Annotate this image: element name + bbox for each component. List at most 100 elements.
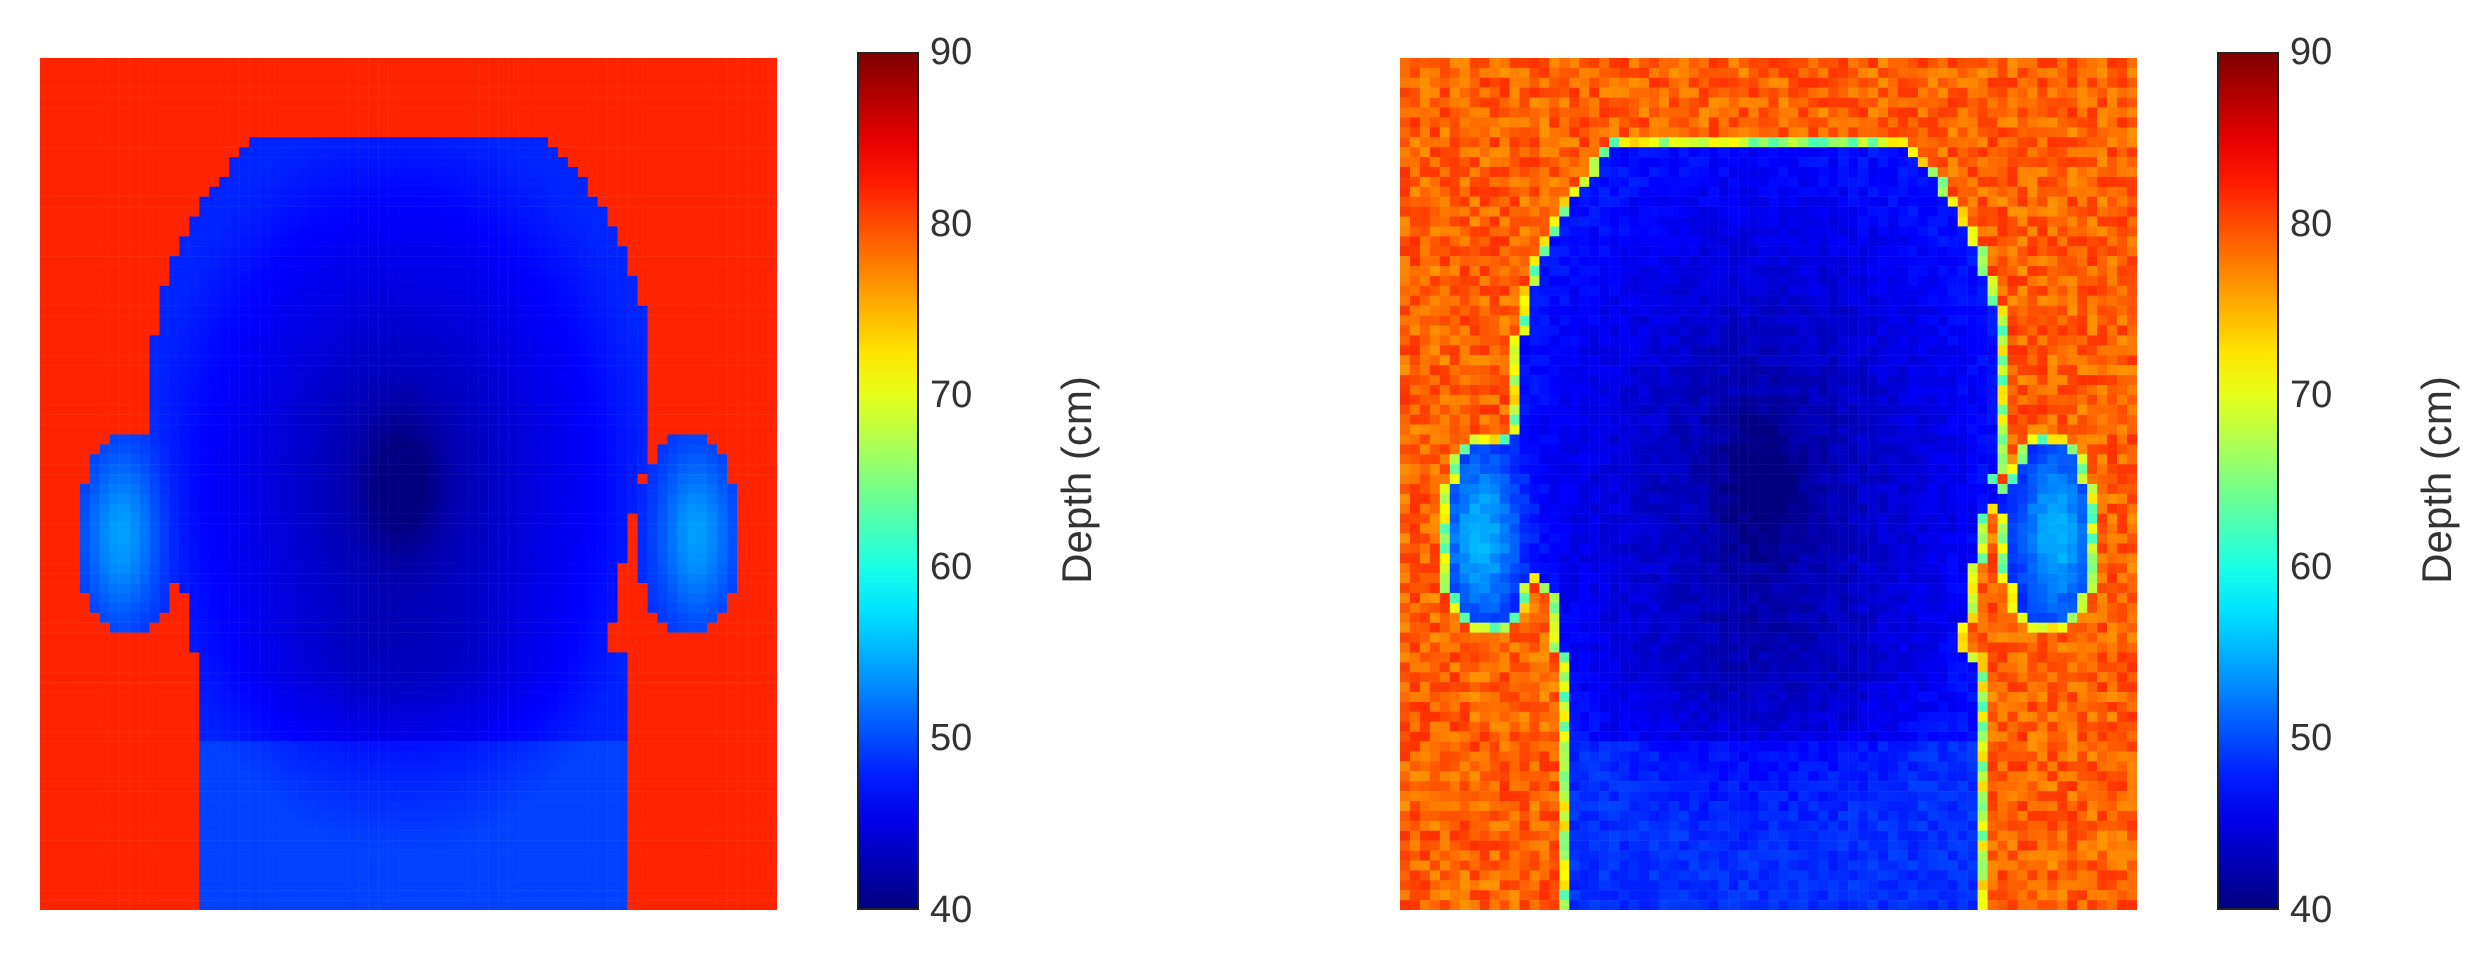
- heatmap-cell: [209, 157, 220, 168]
- heatmap-cell: [328, 97, 339, 108]
- heatmap-cell: [448, 157, 459, 168]
- heatmap-cell: [249, 652, 260, 663]
- heatmap-cell: [597, 612, 608, 623]
- heatmap-cell: [89, 484, 100, 495]
- heatmap-cell: [418, 87, 429, 98]
- heatmap-cell: [657, 612, 668, 623]
- heatmap-cell: [149, 454, 160, 465]
- heatmap-cell: [338, 97, 349, 108]
- heatmap-cell: [577, 97, 588, 108]
- heatmap-cell: [179, 266, 190, 277]
- heatmap-cell: [707, 97, 718, 108]
- heatmap-cell: [119, 226, 130, 237]
- heatmap-cell: [99, 523, 110, 534]
- heatmap-cell: [518, 484, 529, 495]
- heatmap-cell: [368, 77, 379, 88]
- heatmap-cell: [179, 454, 190, 465]
- heatmap-cell: [677, 365, 688, 376]
- heatmap-cell: [159, 77, 170, 88]
- heatmap-cell: [418, 394, 429, 405]
- heatmap-cell: [159, 275, 170, 287]
- heatmap-cell: [687, 166, 698, 178]
- heatmap-cell: [249, 315, 260, 326]
- heatmap-cell: [637, 454, 648, 465]
- heatmap-cell: [627, 87, 638, 98]
- heatmap-cell: [707, 394, 718, 405]
- heatmap-cell: [458, 226, 469, 237]
- heatmap-cell: [89, 672, 100, 683]
- heatmap-cell: [338, 533, 349, 544]
- heatmap-cell: [518, 394, 529, 405]
- heatmap-cell: [518, 157, 529, 168]
- heatmap-cell: [348, 414, 359, 425]
- heatmap-cell: [308, 87, 320, 98]
- heatmap-cell: [727, 513, 738, 524]
- heatmap-cell: [328, 315, 339, 326]
- heatmap-cell: [448, 711, 459, 722]
- heatmap-cell: [348, 236, 359, 247]
- heatmap-cell: [528, 592, 539, 604]
- heatmap-cell: [617, 275, 628, 287]
- heatmap-cell: [458, 692, 469, 703]
- heatmap-cell: [388, 493, 399, 505]
- heatmap-cell: [249, 682, 260, 693]
- heatmap-cell: [398, 117, 409, 128]
- heatmap-cell: [677, 246, 688, 257]
- heatmap-cell: [269, 226, 280, 237]
- heatmap-cell: [498, 157, 509, 168]
- heatmap-cell: [498, 186, 509, 197]
- heatmap-cell: [627, 652, 638, 663]
- heatmap-cell: [697, 335, 708, 346]
- heatmap-cell: [607, 672, 618, 683]
- heatmap-cell: [537, 176, 549, 187]
- heatmap-cell: [318, 186, 330, 197]
- heatmap-cell: [398, 513, 409, 524]
- heatmap-cell: [99, 642, 110, 653]
- heatmap-cell: [169, 583, 180, 594]
- heatmap-cell: [418, 345, 429, 356]
- heatmap-cell: [757, 592, 768, 604]
- heatmap-cell: [328, 335, 339, 346]
- heatmap-cell: [49, 414, 61, 425]
- heatmap-cell: [687, 682, 698, 693]
- heatmap-cell: [707, 315, 718, 326]
- heatmap-cell: [298, 682, 310, 693]
- heatmap-cell: [428, 67, 439, 79]
- heatmap-cell: [617, 652, 628, 663]
- heatmap-cell: [667, 186, 678, 197]
- heatmap-cell: [229, 226, 240, 237]
- heatmap-cell: [657, 315, 668, 326]
- heatmap-cell: [209, 236, 220, 247]
- heatmap-cell: [308, 424, 320, 435]
- heatmap-cell: [209, 632, 220, 643]
- heatmap-cell: [159, 375, 170, 386]
- heatmap-cell: [139, 632, 150, 643]
- heatmap-cell: [498, 444, 509, 455]
- heatmap-cell: [219, 602, 230, 613]
- heatmap-cell: [288, 404, 300, 415]
- heatmap-cell: [617, 166, 628, 178]
- heatmap-cell: [59, 275, 71, 287]
- heatmap-cell: [687, 375, 698, 386]
- heatmap-cell: [109, 305, 120, 316]
- heatmap-cell: [627, 137, 638, 148]
- heatmap-cell: [587, 166, 598, 178]
- heatmap-cell: [528, 375, 539, 386]
- heatmap-cell: [767, 662, 777, 673]
- heatmap-cell: [597, 682, 608, 693]
- heatmap-cell: [677, 285, 688, 296]
- heatmap-cell: [358, 236, 369, 247]
- heatmap-cell: [547, 394, 559, 405]
- heatmap-cell: [587, 682, 598, 693]
- heatmap-cell: [49, 266, 61, 277]
- heatmap-cell: [428, 454, 439, 465]
- heatmap-cell: [418, 305, 429, 316]
- heatmap-cell: [727, 77, 738, 88]
- heatmap-cell: [398, 157, 409, 168]
- heatmap-cell: [129, 523, 140, 534]
- heatmap-cell: [498, 523, 509, 534]
- heatmap-cell: [747, 97, 758, 108]
- heatmap-cell: [189, 513, 200, 524]
- heatmap-cell: [239, 325, 250, 336]
- heatmap-cell: [488, 533, 499, 544]
